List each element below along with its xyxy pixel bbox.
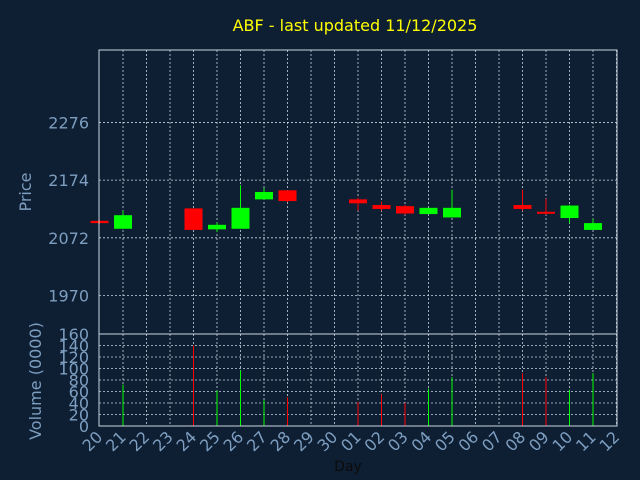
candle-body [255,192,273,200]
candle-body [443,207,461,218]
volume-tick-label: 160 [58,325,89,344]
volume-tick-label: 40 [69,394,89,413]
candle-body [513,205,532,209]
candle-body [184,208,203,230]
volume-tick-label: 0 [79,417,89,436]
x-axis-label: Day [334,459,362,475]
candle-body [372,205,391,209]
price-panel: 1970 2072 2174 2276 Price [16,49,618,335]
candle-03 [396,205,414,215]
candle-25 [208,222,226,233]
candle-body [231,207,250,229]
candle-10 [560,205,579,224]
volume-tick-label: 60 [69,383,89,402]
volume-axis-label: Volume (0000) [26,322,45,440]
x-tick-label: 12 [595,427,623,455]
candle-body [114,215,132,229]
price-tick-label: 2174 [48,171,89,190]
volume-tick-label: 80 [69,371,89,390]
price-tick-label: 1970 [48,287,89,306]
candle-04 [419,207,438,215]
candle-28 [278,190,297,203]
candle-24 [184,208,203,230]
candle-27 [255,188,273,200]
candle-body [537,211,555,214]
candle-11 [584,218,602,230]
volume-frame [98,333,618,427]
candle-08 [513,189,532,211]
candle-body [419,207,438,215]
candle-body [560,205,579,219]
volume-tick-label: 140 [58,337,89,356]
price-tick-label: 2276 [48,113,89,132]
price-axis-label: Price [16,172,35,211]
candle-body [584,223,602,230]
price-tick-label: 2072 [48,229,89,248]
volume-tick-label: 100 [58,360,89,379]
candle-02 [372,201,391,211]
volume-tick-label: 120 [58,348,89,367]
candle-body [349,199,367,204]
x-axis-ticks: 2021222324252627282930010203040506070809… [78,427,623,455]
volume-tick-label: 20 [69,406,89,425]
candle-01 [349,197,367,211]
candle-09 [537,198,555,215]
candle-05 [443,189,461,218]
candle-body [278,190,297,202]
candle-body [208,224,226,230]
candle-body [396,206,414,214]
chart-title: ABF - last updated 11/12/2025 [233,16,478,35]
candle-21 [114,210,132,229]
candle-26 [231,185,250,229]
